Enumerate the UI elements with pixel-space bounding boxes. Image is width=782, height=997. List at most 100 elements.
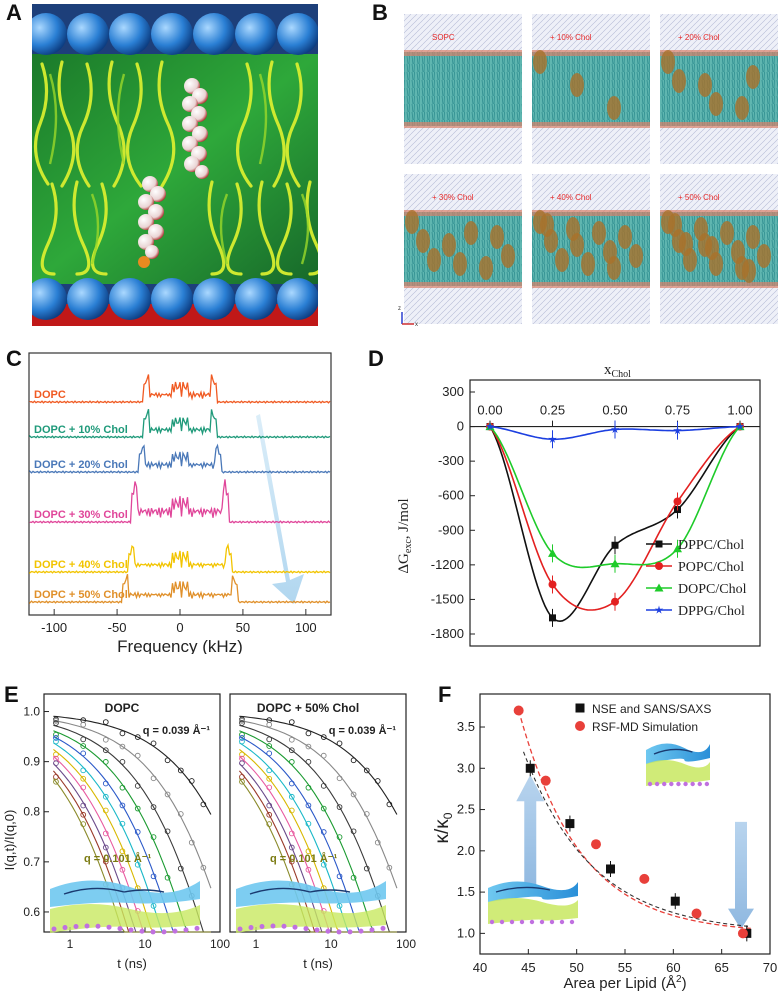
f-data-point xyxy=(670,896,680,906)
e-data-point xyxy=(239,778,245,785)
e-data-point xyxy=(350,874,357,881)
d-data-point xyxy=(611,597,619,606)
e-subplot-title: DOPC + 50% Chol xyxy=(257,701,359,715)
e-x-tick-label: 100 xyxy=(396,937,416,951)
f-legend-label: RSF-MD Simulation xyxy=(592,720,698,734)
md-frame-label: + 20% Chol xyxy=(678,33,720,42)
e-fit-curve xyxy=(239,724,397,933)
e-data-point xyxy=(53,720,59,726)
e-data-point xyxy=(119,802,126,809)
e-x-tick-label: 10 xyxy=(324,937,338,951)
e-data-point xyxy=(134,861,141,868)
d-x-tick-label: 0.25 xyxy=(540,403,565,418)
md-frame-2: + 20% Chol xyxy=(660,14,778,164)
d-y-tick-label: 0 xyxy=(457,419,464,434)
f-x-tick-label: 65 xyxy=(714,960,728,975)
md-frame-label: + 10% Chol xyxy=(550,33,592,42)
e-data-point xyxy=(336,903,343,909)
e-data-point xyxy=(80,821,87,827)
e-data-point xyxy=(80,802,87,809)
c-x-tick-label: 100 xyxy=(295,620,317,635)
e-data-point xyxy=(320,861,327,868)
panel-label-d: D xyxy=(368,346,384,371)
e-data-point xyxy=(119,784,126,791)
d-data-point xyxy=(548,434,557,443)
e-data-point xyxy=(336,804,343,810)
d-data-point xyxy=(549,614,556,622)
f-data-point xyxy=(691,908,702,919)
e-q-label-bottom: q = 0.101 Å⁻¹ xyxy=(84,852,152,865)
f-fit-curve-experiment xyxy=(522,751,750,928)
f-legend-marker xyxy=(575,721,585,731)
e-data-point xyxy=(288,719,295,725)
f-x-axis-title: Area per Lipid (Å2) xyxy=(563,974,686,992)
e-data-point xyxy=(102,807,109,814)
d-legend-label: DPPG/Chol xyxy=(678,604,745,619)
e-data-point xyxy=(53,735,59,741)
d-legend-marker xyxy=(655,562,663,570)
f-legend-label: NSE and SANS/SAXS xyxy=(592,702,711,716)
e-data-point xyxy=(266,802,273,809)
e-data-point xyxy=(305,759,312,765)
e-data-point xyxy=(150,740,157,747)
e-q-label-top: q = 0.039 Å⁻¹ xyxy=(143,724,211,737)
e-data-point xyxy=(266,721,273,728)
e-data-point xyxy=(80,811,87,818)
d-x-tick-label: 0.00 xyxy=(477,403,502,418)
d-legend-marker xyxy=(654,583,664,592)
d-data-point xyxy=(548,580,557,589)
e-data-point xyxy=(320,782,327,789)
e-data-point xyxy=(363,767,370,774)
f-y-tick-label: 2.5 xyxy=(457,802,475,817)
e-data-point xyxy=(150,873,157,880)
e-data-point xyxy=(80,743,87,749)
md-frame-4: + 40% Chol xyxy=(532,174,650,324)
d-y-tick-label: -900 xyxy=(438,522,464,537)
e-data-point xyxy=(134,829,141,835)
e-fit-curve xyxy=(53,719,212,889)
md-frame-0: SOPC xyxy=(404,14,522,164)
e-subplot-title: DOPC xyxy=(105,701,140,715)
e-y-tick-label: 1.0 xyxy=(23,705,40,719)
e-data-point xyxy=(177,811,184,817)
panel-label-f: F xyxy=(438,682,452,707)
d-data-point xyxy=(611,541,619,549)
e-data-point xyxy=(239,735,245,741)
e-data-point xyxy=(320,734,327,740)
md-frame-label: + 30% Chol xyxy=(432,193,474,202)
e-data-point xyxy=(119,743,126,750)
membrane-illustration-icon xyxy=(236,880,386,935)
c-x-tick-label: 0 xyxy=(176,620,183,635)
e-data-point xyxy=(119,866,126,873)
e-data-point xyxy=(288,747,295,754)
e-data-point xyxy=(320,829,327,835)
panel-d-chart: 0.00 0.25 0.50 0.75 1.00 300 0 -300 -600 -900 -120… xyxy=(396,362,761,647)
f-data-point xyxy=(591,839,601,850)
e-fit-curve xyxy=(53,715,212,815)
e-data-point xyxy=(164,828,171,835)
e-data-point xyxy=(266,775,273,782)
spectrum-line-4 xyxy=(29,542,331,574)
md-frame-1: + 10% Chol xyxy=(532,14,650,164)
e-data-point xyxy=(119,848,126,855)
f-membrane-right-icon xyxy=(646,743,710,787)
e-data-point xyxy=(102,858,109,865)
md-frame-5: + 50% Chol xyxy=(660,174,778,324)
f-x-tick-label: 40 xyxy=(473,960,487,975)
axis-triad-icon: z x xyxy=(398,306,418,328)
spectrum-label-0: DOPC xyxy=(34,389,66,401)
f-down-arrow-icon xyxy=(728,821,754,930)
e-data-point xyxy=(305,848,312,855)
e-data-point xyxy=(288,793,295,800)
e-data-point xyxy=(374,839,381,846)
d-x-axis-title: xChol xyxy=(604,362,631,380)
d-plot-frame xyxy=(469,379,761,647)
f-fit-curve-simulation xyxy=(518,710,751,930)
e-data-point xyxy=(134,752,141,759)
e-data-point xyxy=(200,801,207,808)
headgroup-row-bottom xyxy=(32,278,318,326)
d-data-point xyxy=(610,559,620,568)
panel-label-e: E xyxy=(4,682,19,707)
md-frame-label: + 40% Chol xyxy=(550,193,592,202)
